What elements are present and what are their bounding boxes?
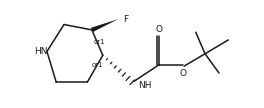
Text: or1: or1 <box>92 62 103 68</box>
Text: HN: HN <box>34 47 48 56</box>
Text: NH: NH <box>138 81 152 90</box>
Text: O: O <box>179 68 186 78</box>
Polygon shape <box>91 19 118 32</box>
Text: or1: or1 <box>93 39 105 45</box>
Text: O: O <box>156 25 163 34</box>
Text: F: F <box>123 15 128 24</box>
